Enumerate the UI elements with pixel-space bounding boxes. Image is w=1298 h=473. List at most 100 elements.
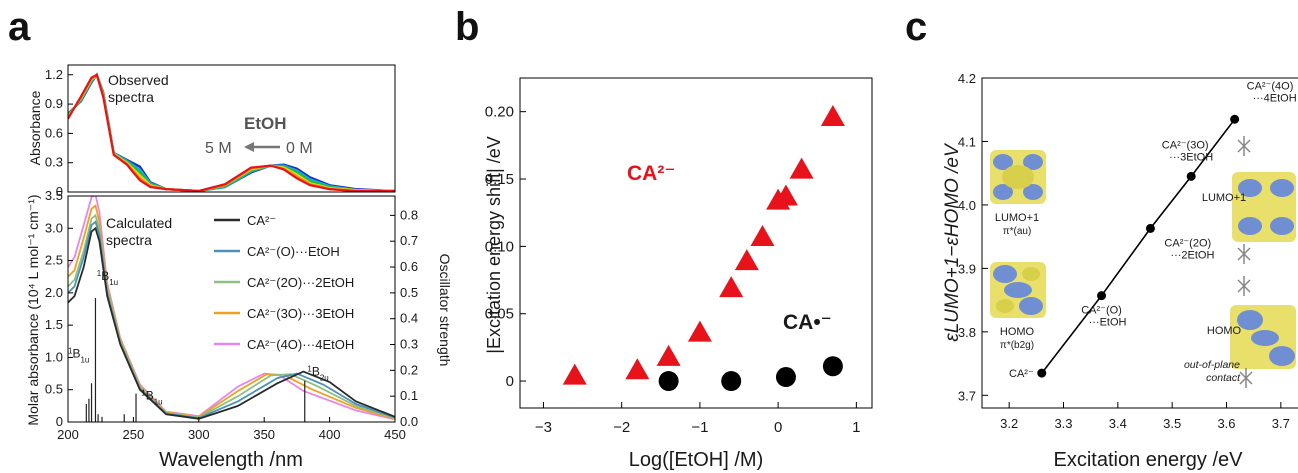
ca2-point-8 (773, 184, 798, 206)
series-label-ca2: CA²⁻ (627, 162, 675, 185)
shift-ticks: −3 −2 −1 0 1 0 0.05 0.10 0.15 0.20 (485, 104, 861, 436)
gap-point-labels: CA²⁻ CA²⁻(O)···EtOH CA²⁻(2O)···2EtOH CA²⁻(3… (1009, 80, 1297, 380)
lumo-orbital-image (990, 150, 1046, 204)
shift-ytick-label-2: 0.10 (485, 238, 514, 255)
etoh-arrow-head (244, 142, 254, 152)
stick-label-0: 1B1u (97, 268, 118, 286)
shift-ytick-label-1: 0.05 (485, 306, 514, 323)
shift-ytick-label-0: 0 (506, 373, 514, 390)
panel-a: 00.30.60.91.2 Observed spectra EtOH 5 M … (25, 64, 453, 471)
complex-lumo-label: LUMO+1 (1202, 192, 1246, 204)
calculated-ytick-label-2: 1.0 (45, 349, 63, 364)
shift-xtick-label-4: 1 (852, 419, 860, 436)
gap-point-label-1-1: ···EtOH (1089, 317, 1127, 329)
contact-label-line1: out-of-plane (1184, 359, 1240, 371)
ca-radical-point-3 (822, 356, 843, 377)
legend-label-1: CA²⁻(O)···EtOH (247, 244, 340, 259)
observed-y-ticks: 0 0.3 0.6 0.9 1.2 (45, 67, 73, 199)
shift-ylabel: |Excitation energy shift| /eV (484, 136, 504, 353)
homo-label: HOMO (1000, 326, 1035, 338)
gap-xlabel: Excitation energy /eV (1054, 449, 1244, 471)
gap-xtick-label-1: 3.3 (1054, 416, 1072, 431)
gap-point-label-1-0: CA²⁻(O) (1081, 305, 1122, 317)
complex-homo-image (1230, 276, 1296, 388)
calculated-ytick-label-1: 0.5 (45, 382, 63, 397)
shift-xtick-label-1: −2 (613, 419, 630, 436)
shift-ytick-label-3: 0.15 (485, 171, 514, 188)
gap-xtick-label-0: 3.2 (1000, 416, 1018, 431)
calculated-ytick-label-4: 2.0 (45, 285, 63, 300)
calculated-ytick-label-6: 3.0 (45, 220, 63, 235)
gap-ytick-label-5: 4.2 (958, 71, 976, 86)
gap-ytick-label-1: 3.8 (958, 325, 976, 340)
ca-radical-point-1 (721, 371, 742, 392)
calculated-y2tick-label-0: 0.0 (400, 414, 418, 429)
ca2-point-1 (625, 358, 650, 380)
observed-spectra-lines (68, 72, 395, 192)
ca2-point-10 (820, 105, 845, 127)
etoh-label: EtOH (244, 114, 287, 133)
stick-spectrum (85, 298, 306, 422)
ca2-point-5 (734, 249, 759, 271)
observed-title-line1: Observed (108, 72, 169, 88)
gap-xtick-label-2: 3.4 (1109, 416, 1127, 431)
panel-label-b: b (455, 5, 479, 49)
lumo-label: LUMO+1 (995, 212, 1039, 224)
contact-label-line2: contact (1206, 372, 1241, 384)
gap-line (1037, 114, 1240, 378)
calculated-y2tick-label-4: 0.4 (400, 311, 418, 326)
gap-point-label-3-1: ···3EtOH (1169, 151, 1213, 163)
shift-xtick-label-3: 0 (774, 419, 782, 436)
gap-xtick-label-4: 3.6 (1217, 416, 1235, 431)
gap-ticks: 3.2 3.3 3.4 3.5 3.6 3.7 3.7 3.8 3.9 4.0 4.1 4.2 (958, 71, 1290, 431)
legend-label-0: CA²⁻ (247, 213, 276, 228)
calculated-ticks: 200 250 300 350 400 450 0 0.5 1.0 1.5 2.0 2.5 3.0 3.5… (45, 188, 418, 442)
panel-label-c: c (905, 5, 927, 49)
homo-orbital-image (990, 262, 1046, 318)
lumo-symmetry: π*(au) (1003, 226, 1032, 237)
gap-ytick-label-2: 3.9 (958, 261, 976, 276)
shift-points (562, 105, 845, 392)
shift-xlabel: Log([EtOH] /M) (629, 449, 763, 471)
ca2-point-3 (687, 320, 712, 342)
calculated-xtick-label-5: 450 (384, 427, 406, 442)
ca-radical-point-0 (658, 371, 679, 392)
calculated-legend: CA²⁻ CA²⁻(O)···EtOH CA²⁻(2O)···2EtOH CA²⁻(3… (214, 213, 354, 352)
calculated-y2tick-label-5: 0.5 (400, 285, 418, 300)
stick-label-3: 1B2u (307, 364, 328, 382)
observed-ylabel: Absorbance (27, 90, 43, 165)
gap-point-1 (1097, 291, 1107, 301)
gap-point-label-2-1: ···2EtOH (1170, 249, 1214, 261)
ca2-point-6 (750, 224, 775, 246)
observed-frame (67, 64, 396, 193)
calculated-series-0 (68, 226, 395, 420)
calculated-ytick-label-0: 0 (56, 414, 63, 429)
shift-xtick-label-2: −1 (691, 419, 708, 436)
gap-ytick-label-0: 3.7 (958, 388, 976, 403)
calculated-title-line1: Calculated (106, 215, 172, 231)
legend-label-3: CA²⁻(3O)···3EtOH (247, 306, 354, 321)
observed-ytick-label-1: 0.3 (45, 155, 63, 170)
observed-ytick-label-2: 0.6 (45, 125, 63, 140)
observed-series-5 (68, 73, 395, 192)
calculated-y2tick-label-6: 0.6 (400, 259, 418, 274)
calculated-title-line2: spectra (106, 232, 152, 248)
shift-frame (519, 77, 873, 409)
complex-homo-label: HOMO (1207, 325, 1242, 337)
gap-ytick-label-4: 4.1 (958, 134, 976, 149)
homo-symmetry: π*(b2g) (1000, 340, 1034, 351)
calculated-y2tick-label-7: 0.7 (400, 233, 418, 248)
gap-point-4 (1230, 114, 1240, 124)
gap-xtick-label-5: 3.7 (1272, 416, 1290, 431)
observed-ytick-label-0: 0 (56, 184, 63, 199)
stick-label-1: 1B1u (68, 346, 89, 364)
gap-ylabel: εLUMO+1−εHOMO /eV (942, 142, 963, 342)
calculated-y2label: Oscillator strength (437, 254, 453, 367)
ca-radical-point-2 (775, 367, 796, 388)
calculated-xtick-label-2: 300 (188, 427, 210, 442)
etoh-range-from: 5 M (205, 140, 232, 157)
calculated-xtick-label-3: 350 (253, 427, 275, 442)
gap-point-label-4-0: CA²⁻(4O) (1247, 80, 1294, 92)
shift-xtick-label-0: −3 (535, 419, 552, 436)
